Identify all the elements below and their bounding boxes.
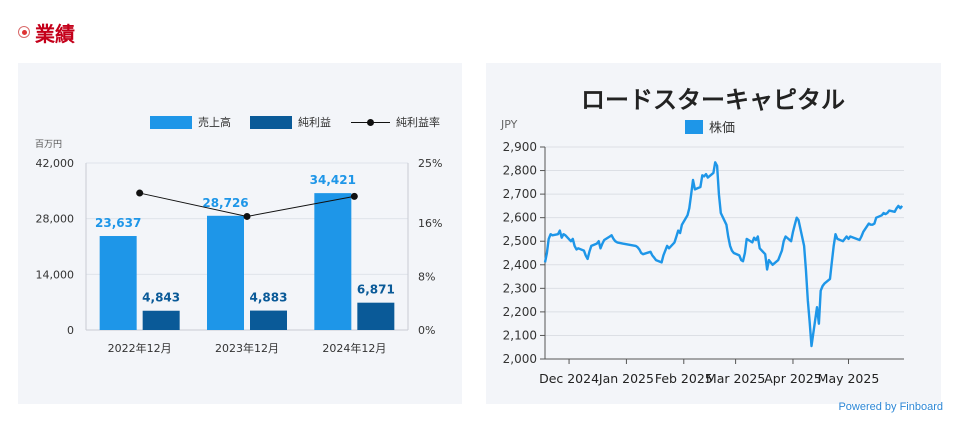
section-header: 業績: [18, 18, 75, 46]
y2-tick-label: 8%: [418, 271, 435, 284]
x-tick-label: Apr 2025: [764, 371, 821, 386]
x-tick-label: Mar 2025: [706, 371, 765, 386]
y-tick-label: 42,000: [36, 157, 75, 170]
net-income-value-label: 6,871: [357, 283, 395, 297]
margin-point: [136, 189, 144, 197]
y-tick-label: 2,400: [503, 258, 537, 272]
net-income-value-label: 4,883: [250, 291, 288, 305]
y-tick-label: 2,600: [503, 211, 537, 225]
y-tick-label: 2,200: [503, 305, 537, 319]
y-tick-label: 2,100: [503, 328, 537, 342]
chart-title: ロードスターキャピタル: [581, 86, 845, 114]
section-title: 業績: [35, 21, 75, 46]
x-tick-label: Feb 2025: [655, 371, 713, 386]
revenue-bar: [99, 236, 137, 330]
y-tick-label: 14,000: [36, 268, 75, 281]
legend-label-line: 純利益率: [396, 115, 440, 129]
net-income-value-label: 4,843: [142, 291, 180, 305]
legend-swatch-1: [250, 116, 292, 129]
y-axis-unit: 百万円: [35, 139, 62, 150]
net-income-bar: [250, 310, 287, 330]
legend-line-marker: [367, 119, 374, 126]
legend-label-1: 純利益: [298, 115, 331, 129]
y-tick-label: 2,500: [503, 234, 537, 248]
y2-tick-label: 16%: [418, 217, 442, 230]
y-tick-label: 2,800: [503, 164, 537, 178]
stock-price-chart: ロードスターキャピタル JPY 株価 2,000 2,100 2,200 2,300 2,40…: [500, 86, 904, 386]
y-axis-unit: JPY: [500, 118, 518, 131]
margin-point: [350, 192, 358, 200]
revenue-bar: [207, 215, 244, 330]
x-tick-label: Jan 2025: [598, 371, 654, 386]
net-income-bar: [357, 302, 395, 330]
y-tick-label: 2,900: [503, 140, 537, 154]
y-tick-label: 2,300: [503, 281, 537, 295]
x-category-label: 2022年12月: [108, 341, 172, 355]
y2-tick-label: 25%: [418, 157, 442, 170]
revenue-value-label: 34,421: [310, 173, 356, 187]
revenue-value-label: 28,726: [202, 196, 248, 210]
financial-chart-panel: 売上高 純利益 純利益率百万円 0 14,000 28,000 42,000 0% 8% 16% 2…: [18, 63, 462, 404]
x-category-label: 2024年12月: [322, 341, 386, 355]
revenue-bar: [314, 193, 352, 330]
x-tick-label: Dec 2024: [539, 371, 599, 386]
x-tick-label: May 2025: [818, 371, 880, 386]
legend-label-0: 売上高: [198, 115, 231, 129]
x-category-label: 2023年12月: [215, 341, 279, 355]
legend-swatch: [685, 120, 703, 134]
bullet-icon: [18, 26, 30, 38]
legend-label: 株価: [709, 121, 735, 136]
y-tick-label: 2,700: [503, 187, 537, 201]
stock-chart-panel: ロードスターキャピタル JPY 株価 2,000 2,100 2,200 2,300 2,40…: [486, 63, 941, 404]
revenue-value-label: 23,637: [95, 216, 141, 230]
price-line: [543, 161, 904, 348]
powered-by-link[interactable]: Powered by Finboard: [838, 401, 943, 413]
legend-swatch-0: [150, 116, 192, 129]
margin-point: [243, 212, 251, 220]
y-tick-label: 0: [67, 324, 74, 337]
y-tick-label: 2,000: [503, 352, 537, 366]
y2-tick-label: 0%: [418, 324, 435, 337]
net-income-bar: [142, 310, 180, 330]
y-tick-label: 28,000: [36, 213, 75, 226]
